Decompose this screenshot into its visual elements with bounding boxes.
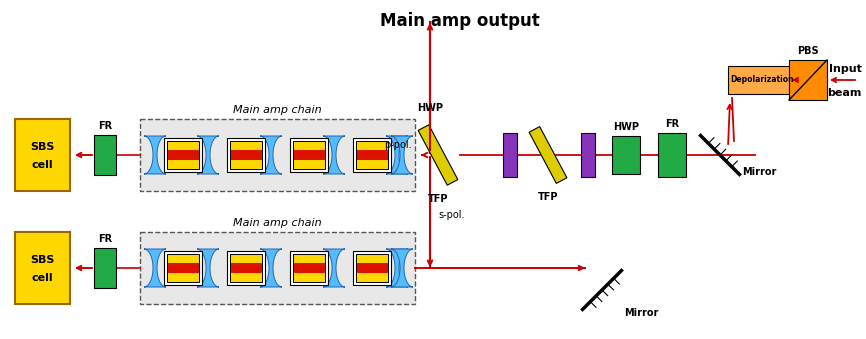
Bar <box>789 60 827 100</box>
Bar <box>293 141 325 169</box>
Polygon shape <box>260 249 282 287</box>
Text: HWP: HWP <box>613 122 639 132</box>
Bar <box>353 251 391 285</box>
Text: FR: FR <box>665 119 679 129</box>
Bar <box>230 141 262 169</box>
Polygon shape <box>386 249 408 287</box>
Bar <box>290 251 328 285</box>
Text: Input: Input <box>829 64 862 74</box>
Bar <box>230 254 262 282</box>
Bar <box>167 254 199 282</box>
Bar <box>140 119 415 191</box>
Polygon shape <box>391 249 413 287</box>
Text: SBS: SBS <box>29 255 55 265</box>
Text: Mirror: Mirror <box>624 308 658 318</box>
Bar <box>658 133 686 177</box>
Bar <box>15 119 69 191</box>
Bar <box>167 149 199 160</box>
Text: PBS: PBS <box>798 46 819 56</box>
Polygon shape <box>144 249 166 287</box>
Polygon shape <box>323 249 345 287</box>
Text: p-pol.: p-pol. <box>385 140 412 150</box>
Bar <box>581 133 595 177</box>
Bar <box>293 149 325 160</box>
Text: FR: FR <box>98 121 112 131</box>
Bar <box>290 138 328 172</box>
Text: HWP: HWP <box>417 103 443 113</box>
Bar <box>167 254 199 282</box>
Polygon shape <box>386 136 408 174</box>
Bar <box>167 141 199 169</box>
Bar <box>230 254 262 282</box>
Text: beam: beam <box>828 88 862 98</box>
Text: s-pol.: s-pol. <box>438 210 464 220</box>
Polygon shape <box>144 136 166 174</box>
Bar <box>503 133 517 177</box>
Text: cell: cell <box>31 160 53 170</box>
Polygon shape <box>391 136 413 174</box>
Text: Main amp chain: Main amp chain <box>233 105 322 115</box>
Polygon shape <box>197 136 219 174</box>
Bar <box>356 263 388 274</box>
Bar <box>94 248 116 288</box>
Text: cell: cell <box>31 273 53 283</box>
Polygon shape <box>197 249 219 287</box>
Bar <box>140 232 415 304</box>
Text: Mirror: Mirror <box>742 167 777 177</box>
Bar <box>356 254 388 282</box>
Bar <box>293 254 325 282</box>
Bar <box>353 138 391 172</box>
Text: FR: FR <box>98 234 112 244</box>
Bar <box>164 251 202 285</box>
Bar <box>167 263 199 274</box>
Bar <box>227 138 265 172</box>
Polygon shape <box>323 136 345 174</box>
Text: Main amp chain: Main amp chain <box>233 218 322 228</box>
Bar <box>612 136 640 174</box>
Text: TFP: TFP <box>538 192 559 202</box>
Bar <box>293 254 325 282</box>
Bar <box>293 141 325 169</box>
Bar <box>356 149 388 160</box>
Bar <box>227 251 265 285</box>
Text: Main amp output: Main amp output <box>380 12 540 30</box>
Bar <box>356 141 388 169</box>
Bar <box>230 263 262 274</box>
Polygon shape <box>418 125 458 185</box>
Text: Depolarization: Depolarization <box>730 76 794 84</box>
Bar <box>230 149 262 160</box>
Polygon shape <box>529 126 567 183</box>
Bar <box>356 141 388 169</box>
Bar <box>728 66 796 94</box>
Bar <box>230 141 262 169</box>
Bar <box>356 254 388 282</box>
Text: TFP: TFP <box>428 194 449 204</box>
Bar <box>15 232 69 304</box>
Bar <box>94 135 116 175</box>
Text: SBS: SBS <box>29 142 55 152</box>
Bar <box>164 138 202 172</box>
Bar <box>167 141 199 169</box>
Bar <box>293 263 325 274</box>
Polygon shape <box>260 136 282 174</box>
